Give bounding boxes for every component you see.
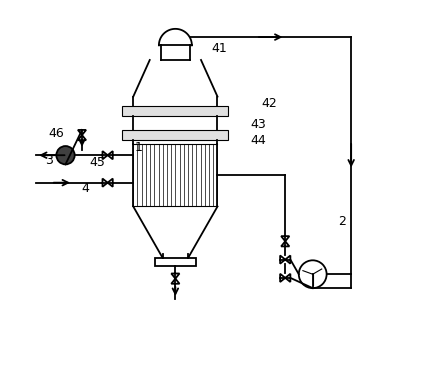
Text: 42: 42	[261, 97, 276, 110]
Text: 2: 2	[338, 215, 346, 228]
Circle shape	[56, 146, 75, 164]
Polygon shape	[280, 255, 285, 264]
Polygon shape	[103, 179, 108, 187]
Polygon shape	[171, 279, 179, 284]
Text: 46: 46	[48, 127, 64, 140]
Polygon shape	[280, 274, 285, 282]
Text: 1: 1	[135, 141, 143, 154]
Polygon shape	[171, 273, 179, 279]
Polygon shape	[108, 151, 113, 159]
Polygon shape	[103, 151, 108, 159]
Polygon shape	[285, 255, 290, 264]
Text: 45: 45	[90, 156, 106, 169]
Text: 41: 41	[212, 42, 227, 55]
Polygon shape	[281, 236, 289, 241]
Text: 43: 43	[250, 118, 266, 131]
Circle shape	[299, 260, 326, 288]
Text: 44: 44	[250, 134, 266, 147]
Text: 3: 3	[45, 154, 53, 167]
Bar	[122, 131, 229, 139]
Bar	[155, 258, 195, 266]
Text: 4: 4	[82, 182, 89, 195]
Polygon shape	[285, 274, 290, 282]
Polygon shape	[108, 179, 113, 187]
Polygon shape	[281, 241, 289, 246]
Polygon shape	[78, 130, 86, 135]
Polygon shape	[78, 135, 86, 140]
Bar	[122, 106, 229, 116]
